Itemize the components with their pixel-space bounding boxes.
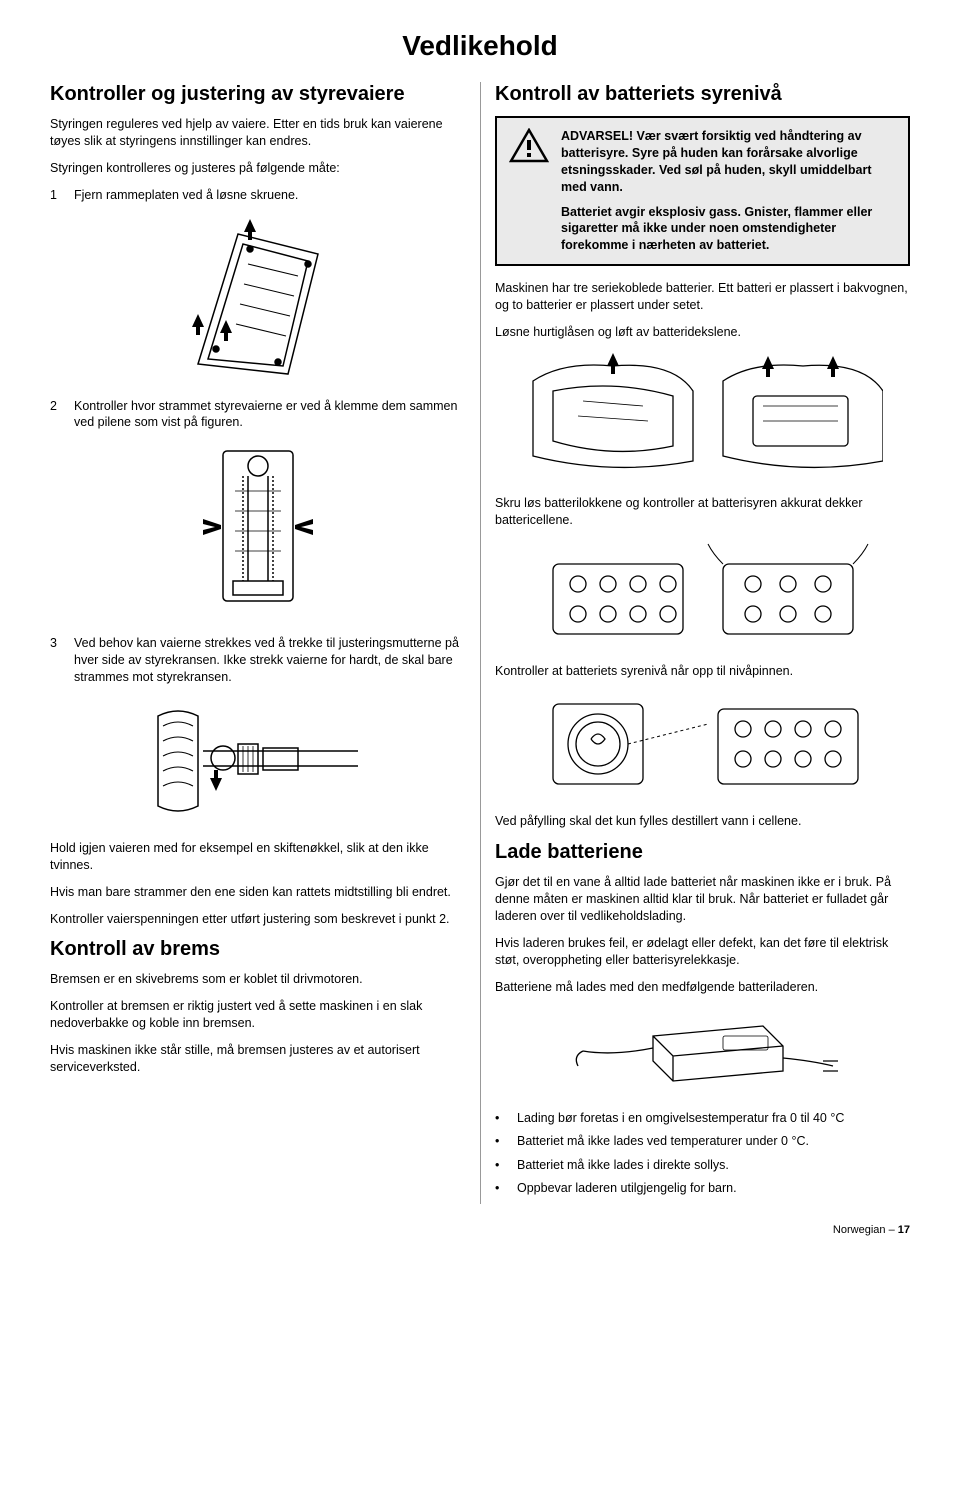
- column-divider: [480, 82, 481, 1204]
- warning-box: ADVARSEL! Vær svært forsiktig ved håndte…: [495, 116, 910, 266]
- step-1: 1 Fjern rammeplaten ved å løsne skruene.: [50, 187, 465, 204]
- section-heading-brake: Kontroll av brems: [50, 937, 465, 961]
- step-text: Fjern rammeplaten ved å løsne skruene.: [74, 187, 465, 204]
- paragraph: Kontroller at batteriets syrenivå når op…: [495, 663, 910, 680]
- step-3: 3 Ved behov kan vaierne strekkes ved å t…: [50, 635, 465, 686]
- section-heading-battery-acid: Kontroll av batteriets syrenivå: [495, 82, 910, 106]
- warning-title: ADVARSEL!: [561, 129, 633, 143]
- section-heading-steering: Kontroller og justering av styrevaiere: [50, 82, 465, 106]
- left-column: Kontroller og justering av styrevaiere S…: [50, 82, 465, 1204]
- paragraph: Skru løs batterilokkene og kontroller at…: [495, 495, 910, 529]
- paragraph: Gjør det til en vane å alltid lade batte…: [495, 874, 910, 925]
- paragraph: Bremsen er en skivebrems som er koblet t…: [50, 971, 465, 988]
- two-column-layout: Kontroller og justering av styrevaiere S…: [50, 82, 910, 1204]
- paragraph: Kontroller at bremsen er riktig justert …: [50, 998, 465, 1032]
- warning-p2: Batteriet avgir eksplosiv gass. Gnister,…: [561, 205, 872, 253]
- bullet-text: Oppbevar laderen utilgjengelig for barn.: [517, 1180, 737, 1198]
- paragraph: Ved påfylling skal det kun fylles destil…: [495, 813, 910, 830]
- bullet-item: • Batteriet må ikke lades i direkte solly…: [495, 1157, 910, 1175]
- page-footer: Norwegian – 17: [50, 1224, 910, 1236]
- bullet-text: Lading bør foretas i en omgivelsestemper…: [517, 1110, 844, 1128]
- step-number: 2: [50, 398, 64, 432]
- paragraph: Kontroller vaierspenningen etter utført …: [50, 911, 465, 928]
- figure-battery-caps: [495, 539, 910, 649]
- figure-adjust-nut: [50, 696, 465, 826]
- section-heading-charge: Lade batteriene: [495, 840, 910, 864]
- figure-frame-plate: [50, 214, 465, 384]
- paragraph: Hvis maskinen ikke står stille, må brems…: [50, 1042, 465, 1076]
- bullet-text: Batteriet må ikke lades ved temperaturer…: [517, 1133, 809, 1151]
- footer-page-number: 17: [898, 1224, 910, 1236]
- paragraph: Styringen reguleres ved hjelp av vaiere.…: [50, 116, 465, 150]
- figure-acid-level: [495, 689, 910, 799]
- footer-sep: –: [886, 1224, 898, 1236]
- step-text: Ved behov kan vaierne strekkes ved å tre…: [74, 635, 465, 686]
- page-title: Vedlikehold: [50, 30, 910, 62]
- paragraph: Løsne hurtiglåsen og løft av batterideks…: [495, 324, 910, 341]
- figure-charger: [495, 1006, 910, 1096]
- step-2: 2 Kontroller hvor strammet styrevaierne …: [50, 398, 465, 432]
- bullet-text: Batteriet må ikke lades i direkte sollys…: [517, 1157, 729, 1175]
- bullet-dot: •: [495, 1133, 507, 1151]
- figure-battery-covers: [495, 351, 910, 481]
- figure-cable-tension: [50, 441, 465, 621]
- bullet-item: • Lading bør foretas i en omgivelsestempe…: [495, 1110, 910, 1128]
- paragraph: Styringen kontrolleres og justeres på fø…: [50, 160, 465, 177]
- bullet-dot: •: [495, 1110, 507, 1128]
- footer-lang: Norwegian: [833, 1224, 886, 1236]
- bullet-dot: •: [495, 1157, 507, 1175]
- paragraph: Hvis man bare strammer den ene siden kan…: [50, 884, 465, 901]
- step-text: Kontroller hvor strammet styrevaierne er…: [74, 398, 465, 432]
- bullet-dot: •: [495, 1180, 507, 1198]
- paragraph: Batteriene må lades med den medfølgende …: [495, 979, 910, 996]
- step-number: 1: [50, 187, 64, 204]
- right-column: Kontroll av batteriets syrenivå ADVARSEL…: [495, 82, 910, 1204]
- paragraph: Hold igjen vaieren med for eksempel en s…: [50, 840, 465, 874]
- bullet-item: • Batteriet må ikke lades ved temperature…: [495, 1133, 910, 1151]
- bullet-item: • Oppbevar laderen utilgjengelig for barn…: [495, 1180, 910, 1198]
- step-number: 3: [50, 635, 64, 686]
- warning-text: ADVARSEL! Vær svært forsiktig ved håndte…: [561, 128, 896, 254]
- paragraph: Maskinen har tre seriekoblede batterier.…: [495, 280, 910, 314]
- bullet-list: • Lading bør foretas i en omgivelsestempe…: [495, 1110, 910, 1198]
- warning-icon: [509, 128, 549, 169]
- paragraph: Hvis laderen brukes feil, er ødelagt ell…: [495, 935, 910, 969]
